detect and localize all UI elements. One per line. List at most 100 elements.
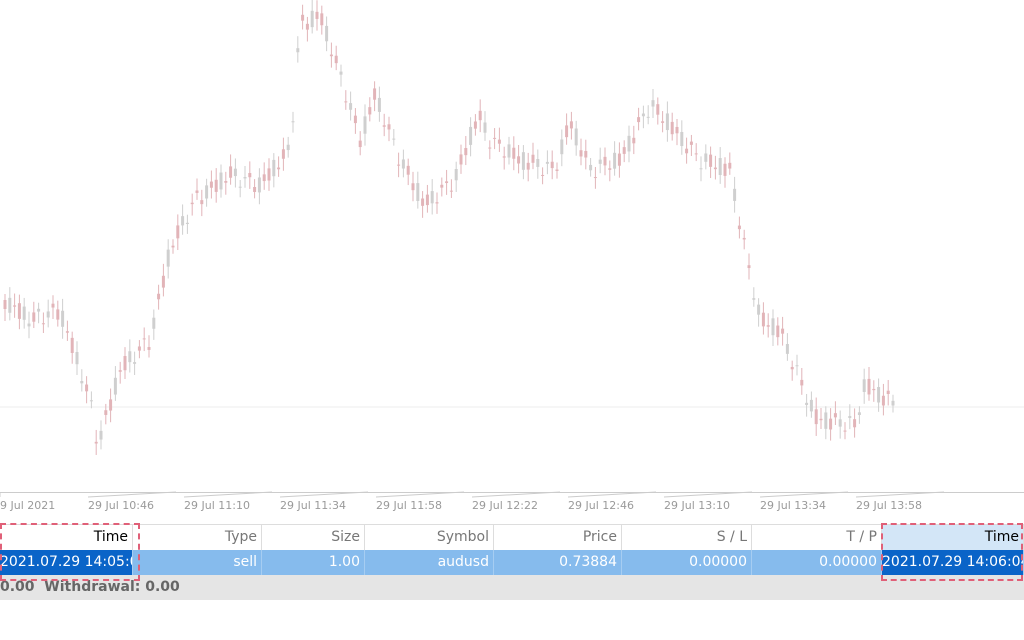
candle-body [214,179,218,192]
candle-body [512,147,516,159]
candle-body [464,148,468,156]
candle-body [613,152,617,169]
table-cell[interactable]: 0.00000 [752,550,882,575]
candle-body [752,298,756,300]
candle-body [281,149,285,159]
candle-body [781,328,785,334]
candle-body [22,306,26,320]
candle-body [680,131,684,147]
candle-body [838,419,842,427]
candle-body [421,198,425,206]
candle-body [545,161,549,164]
axis-tick [183,491,273,498]
table-cell[interactable]: Price [494,525,622,550]
candle-body [445,181,449,184]
table-cell[interactable]: sell [133,550,262,575]
candle-body [238,186,242,188]
candle-body [257,177,261,193]
table-cell[interactable]: audusd [365,550,494,575]
table-cell[interactable]: 2021.07.29 14:05:03 [0,550,133,575]
candle-body [17,303,21,319]
table-cell[interactable]: Symbol [365,525,494,550]
candle-body [704,153,708,162]
candle-body [560,139,564,155]
candle-body [603,156,607,166]
candle-body [229,166,233,178]
candle-body [430,191,434,204]
candle-body [689,141,693,145]
footer-summary: 0.00 Withdrawal: 0.00 [0,575,1024,600]
candle-body [733,188,737,201]
candle-body [310,10,314,28]
candles [3,0,895,455]
candle-body [142,338,146,340]
candle-body [291,121,295,123]
candle-body [37,308,41,312]
axis-tick [663,491,753,498]
candle-body [459,154,463,165]
candle-body [833,413,837,418]
time-label: 29 Jul 12:22 [472,499,538,512]
candle-body [651,100,655,107]
candle-body [641,113,645,117]
candle-body [718,158,722,176]
candle-body [675,126,679,134]
candle-body [161,275,165,288]
candle-body [46,311,50,318]
candle-body [3,300,7,309]
candle-body [382,125,386,127]
candle-body [65,331,69,333]
table-cell[interactable]: Time [0,525,133,550]
candle-body [507,144,511,158]
candle-body [401,159,405,169]
candle-body [665,113,669,131]
axis-tick [855,491,945,498]
table-cell[interactable]: 1.00 [262,550,365,575]
candle-body [488,147,492,149]
candle-body [61,310,65,327]
candle-body [790,366,794,370]
table-cell[interactable]: T / P [752,525,882,550]
candle-body [305,23,309,30]
candle-body [555,169,559,171]
candle-body [353,115,357,124]
table-cell[interactable]: S / L [622,525,752,550]
candle-body [80,381,84,384]
candle-body [608,168,612,170]
candle-body [85,384,89,392]
table-cell[interactable]: 0.73884 [494,550,622,575]
candle-body [104,410,108,415]
candle-body [219,172,223,190]
price-chart: 9 Jul 2021 29 Jul 10:46 29 Jul 11:10 29 Jul… [0,0,1024,512]
candle-body [339,71,343,75]
candle-body [493,137,497,139]
candle-body [334,55,338,64]
time-label: 29 Jul 10:46 [88,499,154,512]
time-label: 9 Jul 2021 [0,499,55,512]
candle-body [344,101,348,103]
candle-body [387,124,391,130]
candle-body [853,419,857,428]
axis-tick [471,491,561,498]
candle-body [541,174,545,176]
trade-row[interactable]: 2021.07.29 14:05:03 sell 1.00 audusd 0.73884… [0,550,1024,575]
table-cell[interactable]: Size [262,525,365,550]
table-cell[interactable]: 2021.07.29 14:06:04 [882,550,1024,575]
candle-body [99,430,103,440]
table-cell[interactable]: 0.00000 [622,550,752,575]
candle-body [195,190,199,193]
candle-body [661,121,665,123]
candle-body [569,121,573,129]
candle-body [632,137,636,144]
candle-body [13,305,17,307]
candle-body [637,117,641,123]
candle-body [867,378,871,395]
table-cell[interactable]: Type [133,525,262,550]
candle-body [757,304,761,315]
candle-body [440,184,444,188]
candle-body [109,399,113,411]
candle-body [886,390,890,395]
candle-body [502,156,506,158]
table-cell[interactable]: Time [882,525,1024,550]
